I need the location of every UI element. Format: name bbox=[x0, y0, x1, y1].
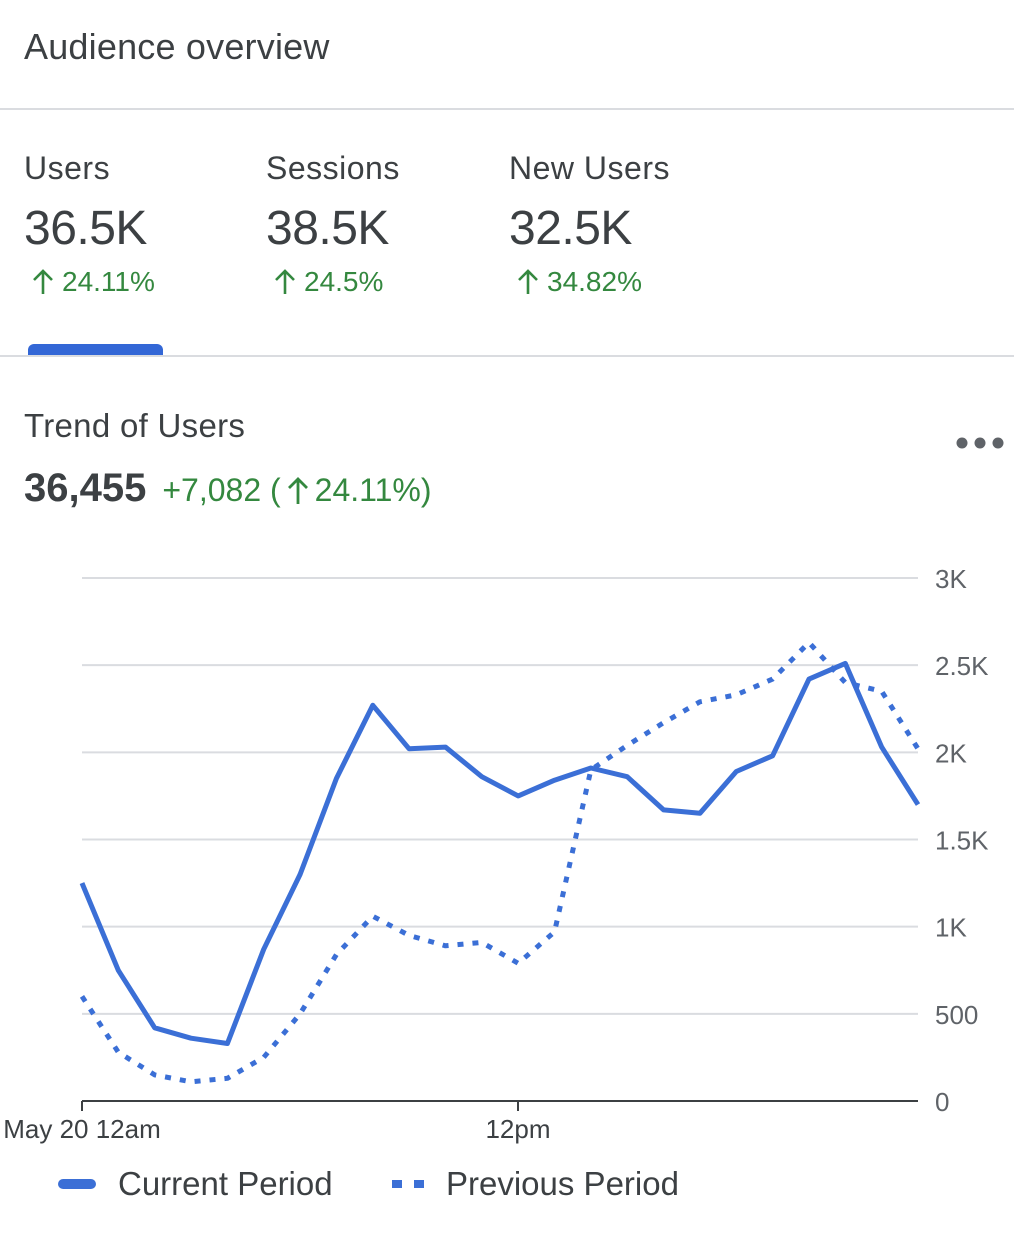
metric-value: 32.5K bbox=[509, 202, 632, 255]
y-tick-label: 0 bbox=[935, 1087, 949, 1117]
metric-tab-sessions[interactable]: Sessions 38.5K 24.5% bbox=[266, 150, 400, 298]
arrow-up-icon bbox=[274, 269, 296, 295]
series-line-current bbox=[79, 660, 921, 1046]
metric-label: Users bbox=[24, 150, 111, 186]
metric-change: 34.82% bbox=[509, 266, 670, 298]
metric-value: 36.5K bbox=[24, 202, 147, 255]
arrow-up-icon bbox=[517, 269, 539, 295]
metric-change-value: 34.82% bbox=[547, 266, 642, 297]
header-divider bbox=[0, 108, 1014, 110]
legend-item-current[interactable]: Current Period bbox=[58, 1165, 333, 1203]
users-trend-chart: 0 500 1K 1.5K 2K 2.5K 3K May 20 12am 12pm bbox=[3, 564, 989, 1144]
metric-change: 24.5% bbox=[266, 266, 400, 298]
page-title: Audience overview bbox=[24, 26, 330, 67]
active-tab-indicator bbox=[28, 344, 163, 356]
dotted-line-swatch bbox=[392, 1180, 424, 1188]
metric-tab-users[interactable]: Users 36.5K 24.11% bbox=[24, 150, 155, 298]
legend-label: Current Period bbox=[118, 1165, 333, 1202]
series-line-previous bbox=[79, 640, 921, 1085]
more-options-button[interactable] bbox=[952, 428, 1008, 458]
arrow-up-icon bbox=[32, 269, 54, 295]
x-tick-label: 12pm bbox=[485, 1114, 550, 1144]
tabs-divider bbox=[0, 355, 1014, 357]
metric-label: Sessions bbox=[266, 150, 400, 186]
trend-summary: 36,455 +7,082 ( 24.11%) bbox=[24, 466, 431, 511]
legend-label: Previous Period bbox=[446, 1165, 679, 1202]
metric-change: 24.11% bbox=[24, 266, 155, 298]
trend-delta-prefix: +7,082 ( bbox=[162, 472, 281, 508]
legend-item-previous[interactable]: Previous Period bbox=[392, 1165, 679, 1203]
x-tick-label: May 20 12am bbox=[3, 1114, 161, 1144]
metric-change-value: 24.5% bbox=[304, 266, 384, 297]
y-tick-label: 3K bbox=[935, 564, 967, 594]
trend-delta-pct: 24.11%) bbox=[314, 472, 432, 508]
y-tick-label: 2K bbox=[935, 738, 967, 768]
metric-change-value: 24.11% bbox=[62, 266, 155, 297]
arrow-up-icon bbox=[287, 476, 309, 505]
y-tick-label: 2.5K bbox=[935, 651, 989, 681]
metric-label: New Users bbox=[509, 150, 670, 186]
trend-delta: +7,082 ( 24.11%) bbox=[162, 472, 431, 509]
more-horizontal-icon bbox=[956, 437, 1004, 449]
trend-title: Trend of Users bbox=[24, 407, 246, 444]
trend-total: 36,455 bbox=[24, 466, 147, 510]
y-tick-label: 500 bbox=[935, 1000, 978, 1030]
metric-value: 38.5K bbox=[266, 202, 389, 255]
solid-line-swatch bbox=[58, 1179, 96, 1189]
y-tick-label: 1K bbox=[935, 913, 967, 943]
y-tick-label: 1.5K bbox=[935, 826, 989, 856]
metric-tab-new-users[interactable]: New Users 32.5K 34.82% bbox=[509, 150, 670, 298]
